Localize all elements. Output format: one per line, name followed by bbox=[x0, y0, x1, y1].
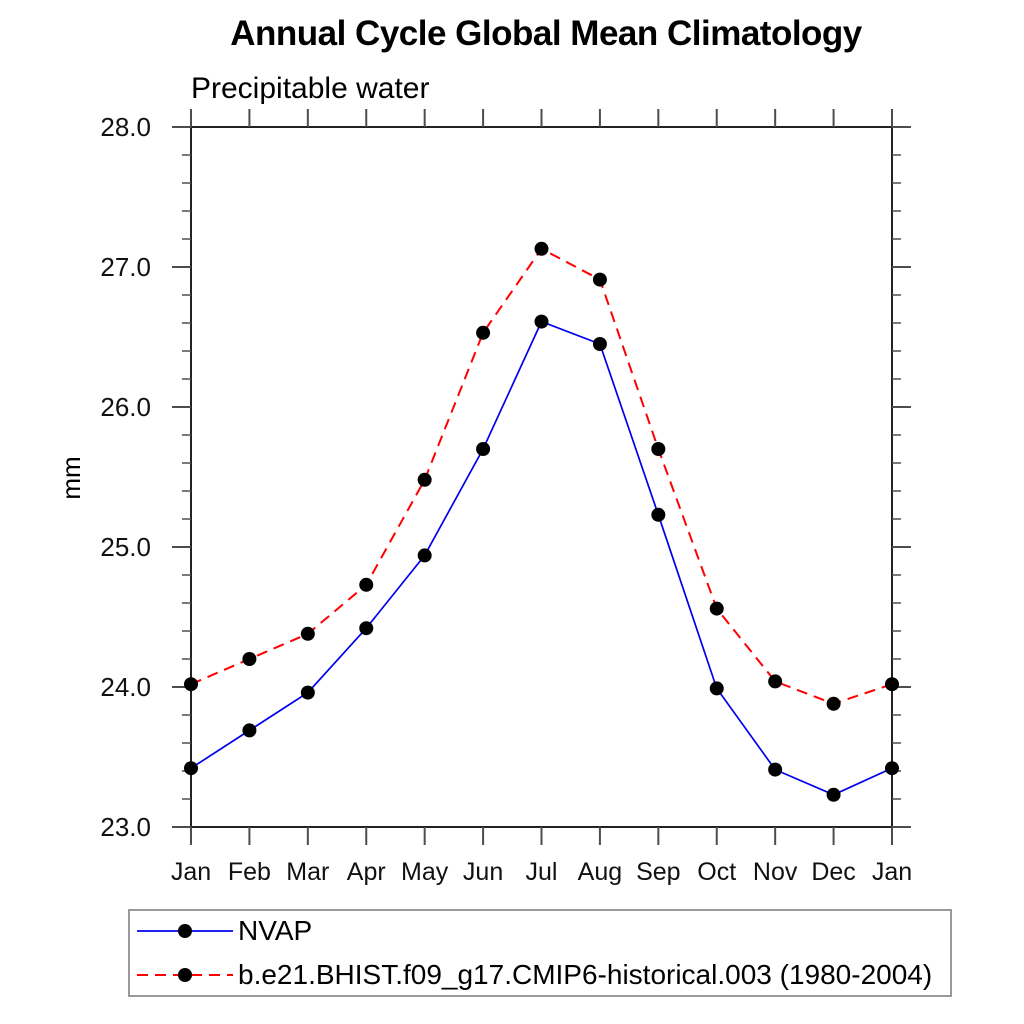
data-point-marker-1 bbox=[242, 652, 257, 666]
y-axis-tick-label: 23.0 bbox=[100, 812, 151, 842]
data-point-marker-0 bbox=[651, 507, 666, 522]
series-line-0 bbox=[190, 320, 893, 796]
y-axis-tick-label: 27.0 bbox=[100, 252, 151, 282]
x-axis-tick-label: Jan bbox=[872, 858, 912, 886]
data-point-marker-0 bbox=[826, 787, 841, 802]
chart-title: Annual Cycle Global Mean Climatology bbox=[230, 14, 862, 53]
data-point-marker-0 bbox=[592, 337, 607, 351]
data-point-marker-1 bbox=[476, 325, 491, 340]
legend-line-sample-nvap bbox=[137, 924, 233, 938]
data-point-marker-0 bbox=[476, 442, 491, 456]
data-point-marker-0 bbox=[885, 761, 899, 776]
data-point-marker-0 bbox=[242, 723, 257, 738]
data-point-marker-1 bbox=[300, 626, 315, 641]
data-point-marker-0 bbox=[417, 548, 432, 563]
data-point-marker-1 bbox=[885, 677, 899, 692]
chart-subtitle: Precipitable water bbox=[191, 72, 430, 105]
data-point-marker-1 bbox=[592, 272, 607, 287]
data-point-marker-1 bbox=[709, 601, 724, 616]
legend-box: NVAP b.e21.BHIST.f09_g17.CMIP6-historica… bbox=[128, 909, 952, 997]
legend-sample-marker bbox=[178, 924, 192, 938]
plot-frame bbox=[190, 126, 893, 828]
x-axis-tick-label: Jun bbox=[463, 858, 503, 886]
x-axis-tick-label: Apr bbox=[347, 858, 386, 886]
data-point-marker-1 bbox=[359, 577, 374, 592]
x-axis-tick-label: Dec bbox=[811, 858, 855, 886]
legend-item-nvap: NVAP bbox=[135, 911, 950, 951]
data-point-marker-0 bbox=[184, 761, 198, 776]
y-axis-tick-label: 26.0 bbox=[100, 392, 151, 422]
x-axis-tick-label: Feb bbox=[228, 858, 271, 886]
legend-sample-marker bbox=[178, 968, 192, 982]
legend-item-model: b.e21.BHIST.f09_g17.CMIP6-historical.003… bbox=[135, 955, 950, 995]
data-point-marker-1 bbox=[826, 696, 841, 711]
data-point-marker-0 bbox=[768, 762, 783, 777]
legend-line-sample-model bbox=[137, 968, 233, 982]
data-point-marker-1 bbox=[651, 442, 666, 456]
data-point-marker-0 bbox=[534, 314, 549, 329]
data-point-marker-0 bbox=[359, 621, 374, 636]
x-axis-tick-label: Jan bbox=[171, 858, 211, 886]
x-axis-tick-label: Mar bbox=[286, 858, 329, 886]
x-axis-tick-label: Jul bbox=[526, 858, 558, 886]
y-axis-tick-label: 25.0 bbox=[100, 532, 151, 562]
y-axis-tick-label: 28.0 bbox=[100, 112, 151, 142]
x-axis-tick-label: Nov bbox=[753, 858, 798, 886]
data-point-marker-1 bbox=[184, 677, 198, 692]
y-axis-tick-label: 24.0 bbox=[100, 672, 151, 702]
x-axis-tick-label: Sep bbox=[636, 858, 680, 886]
legend-label-model: b.e21.BHIST.f09_g17.CMIP6-historical.003… bbox=[238, 959, 933, 990]
x-axis-tick-label: May bbox=[401, 858, 449, 886]
x-axis-tick-label: Aug bbox=[578, 858, 622, 886]
x-axis-tick-label: Oct bbox=[697, 858, 736, 886]
data-point-marker-1 bbox=[417, 472, 432, 487]
data-point-marker-1 bbox=[768, 674, 783, 689]
legend-label-nvap: NVAP bbox=[238, 915, 313, 946]
data-point-marker-0 bbox=[300, 685, 315, 700]
data-point-marker-1 bbox=[534, 241, 549, 256]
data-point-marker-0 bbox=[709, 681, 724, 696]
